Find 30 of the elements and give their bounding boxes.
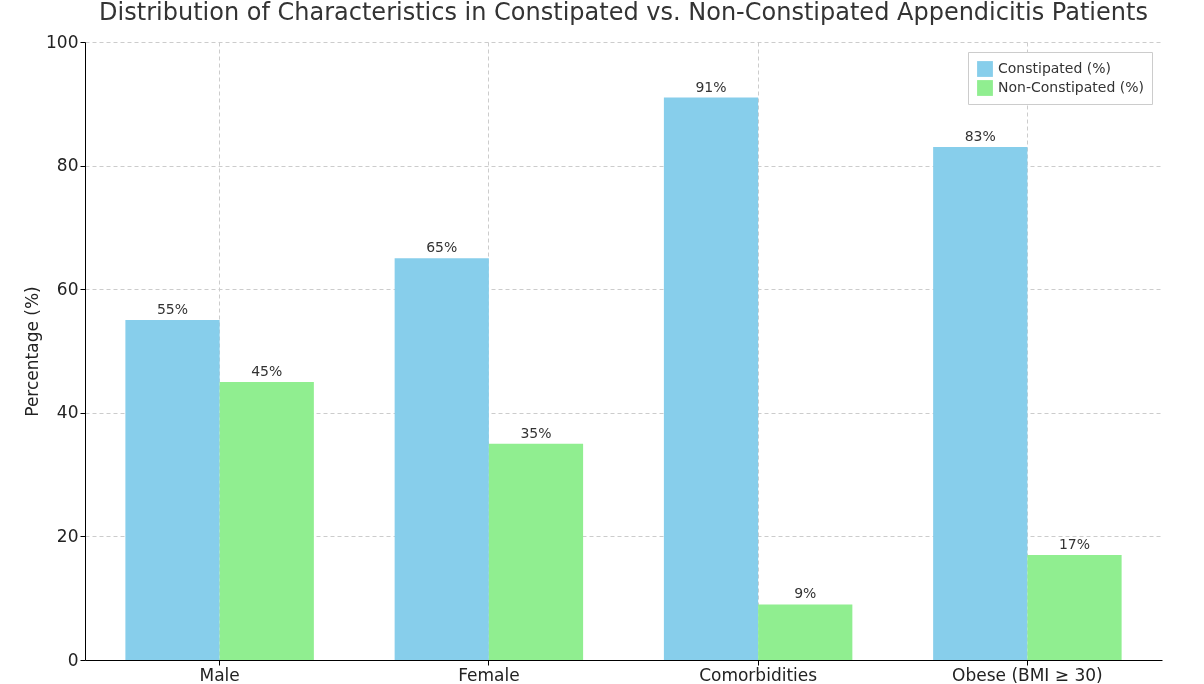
bar — [1027, 554, 1122, 660]
bar — [125, 320, 220, 660]
x-tick-label: Obese (BMI ≥ 30) — [952, 664, 1103, 684]
legend-label: Non-Constipated (%) — [998, 79, 1144, 95]
chart-title: Distribution of Characteristics in Constipated vs. Non-Constipated Appendicitis Patients — [99, 0, 1148, 26]
data-label: 65% — [426, 239, 458, 256]
y-axis-title: Percentage (%) — [22, 286, 43, 417]
data-label: 45% — [251, 362, 283, 379]
y-tick-label: 0 — [67, 649, 79, 670]
y-tick-label: 40 — [56, 402, 79, 423]
data-label: 83% — [964, 128, 996, 145]
bar — [488, 443, 584, 660]
y-tick-label: 60 — [56, 278, 79, 299]
data-label: 17% — [1058, 535, 1091, 552]
x-tick-label: Comorbidities — [699, 664, 818, 684]
legend-label: Constipated (%) — [998, 60, 1112, 76]
y-tick-label: 20 — [56, 525, 79, 546]
bar — [394, 258, 489, 660]
bar — [663, 97, 759, 660]
bar — [219, 381, 314, 660]
y-tick-label: 100 — [46, 31, 79, 52]
data-label: 55% — [156, 301, 189, 318]
y-tick-label: 80 — [56, 155, 79, 176]
data-label: 35% — [520, 424, 552, 441]
data-label: 91% — [695, 78, 727, 95]
x-tick-label: Female — [458, 664, 520, 684]
x-tick-label: Male — [199, 664, 240, 684]
bar — [933, 147, 1028, 660]
bar — [758, 604, 853, 660]
data-label: 9% — [794, 585, 817, 602]
